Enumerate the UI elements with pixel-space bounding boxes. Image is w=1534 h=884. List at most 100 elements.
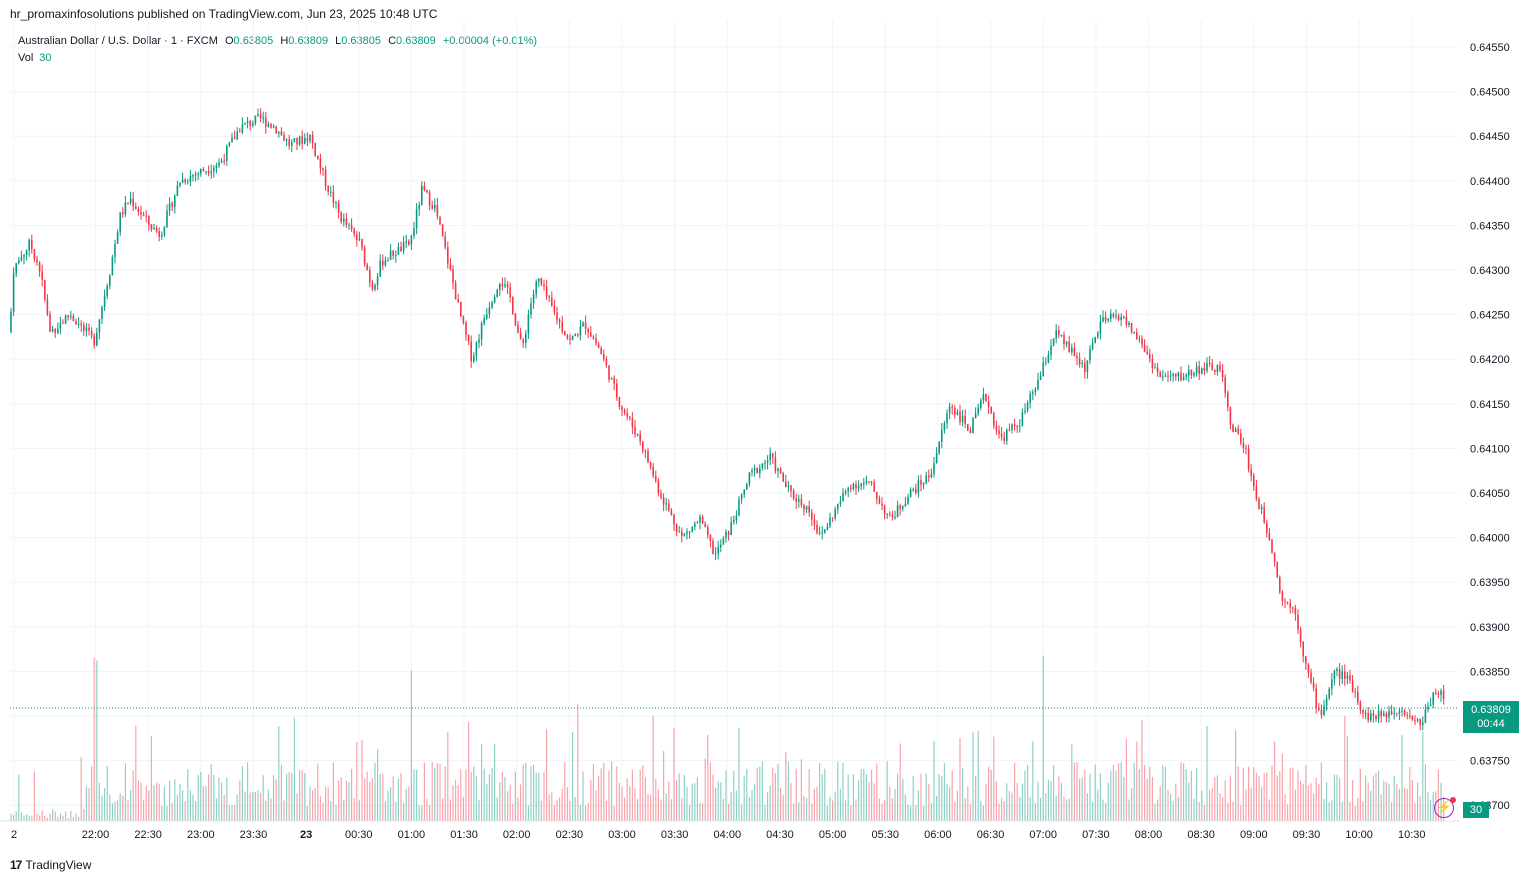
volume-bar	[686, 787, 688, 821]
volume-bar	[634, 788, 636, 821]
volume-bar	[876, 763, 878, 821]
candle-body	[161, 234, 163, 237]
candle-body	[886, 513, 888, 515]
time-tick-label: 02:00	[503, 829, 531, 841]
candle-body	[795, 498, 797, 502]
volume-bar	[1318, 784, 1320, 821]
volume-bar	[1050, 781, 1052, 821]
candle-body	[938, 441, 940, 453]
candle-body	[1409, 715, 1411, 717]
volume-bar	[195, 801, 197, 821]
candle-body	[579, 326, 582, 336]
volume-bar	[1102, 799, 1104, 821]
volume-bar	[522, 764, 524, 821]
candle-body	[12, 273, 15, 312]
volume-bar	[236, 794, 238, 821]
volume-bar	[936, 796, 938, 821]
lightning-icon[interactable]: ⚡	[1434, 797, 1456, 818]
candle-body	[642, 441, 644, 451]
volume-bar	[1138, 769, 1140, 821]
volume-bar	[57, 817, 59, 821]
volume-bar	[920, 773, 922, 821]
candle-body	[707, 527, 709, 536]
candle-body	[551, 297, 553, 306]
volume-bar	[18, 774, 20, 821]
volume-bar	[486, 784, 488, 821]
volume-bar	[756, 768, 758, 821]
volume-bar	[1398, 788, 1400, 821]
volume-bar	[20, 812, 22, 821]
volume-bar	[626, 778, 628, 821]
candle-body	[504, 284, 506, 287]
candle-body	[998, 430, 1000, 435]
candle-body	[454, 282, 457, 300]
candle-body	[88, 327, 90, 331]
candle-body	[1234, 428, 1237, 432]
candle-body	[493, 296, 496, 303]
volume-bar	[1409, 767, 1411, 821]
candle-body	[675, 524, 678, 532]
volume-bar	[1359, 768, 1361, 821]
candle-body	[233, 137, 236, 140]
volume-bar	[483, 768, 485, 821]
volume-bar	[33, 771, 35, 821]
volume-bar	[382, 773, 384, 821]
volume-bar	[1063, 797, 1065, 821]
candle-body	[571, 335, 574, 340]
candle-body	[922, 483, 925, 485]
candle-body	[1193, 373, 1195, 376]
candle-body	[166, 210, 168, 227]
candle-body	[1120, 316, 1122, 321]
volume-bar	[738, 727, 740, 821]
candle-body	[278, 131, 280, 134]
volume-bar	[423, 762, 425, 821]
footer-brand[interactable]: 17 TradingView	[10, 858, 91, 872]
volume-bar	[345, 780, 347, 821]
candle-body	[834, 509, 836, 519]
candle-body	[1401, 710, 1403, 712]
candle-body	[426, 190, 428, 193]
volume-bar	[540, 800, 542, 821]
volume-bar	[494, 743, 496, 821]
candle-body	[1253, 475, 1255, 487]
volume-bar	[353, 798, 355, 821]
volume-bar	[735, 790, 737, 821]
volume-bar	[98, 782, 100, 821]
candle-body	[1281, 591, 1284, 602]
candle-body	[1138, 338, 1141, 340]
candle-body	[527, 314, 530, 334]
volume-bar	[751, 789, 753, 821]
volume-bar	[1060, 783, 1062, 821]
candle-body	[1172, 373, 1174, 376]
candle-body	[301, 136, 303, 144]
candle-body	[1333, 670, 1336, 680]
candle-body	[852, 484, 855, 490]
candle-body	[543, 284, 545, 287]
candle-body	[1390, 711, 1393, 715]
volume-bar	[525, 762, 527, 821]
symbol-name[interactable]: Australian Dollar / U.S. Dollar · 1 · FX…	[18, 35, 218, 47]
volume-bar	[1167, 789, 1169, 821]
volume-bar	[1146, 779, 1148, 821]
candle-body	[187, 181, 189, 183]
volume-bar	[1250, 787, 1252, 821]
candle-body	[1258, 499, 1260, 510]
volume-bar	[772, 767, 774, 821]
volume-bar	[1271, 765, 1273, 821]
volume-bar	[387, 791, 389, 821]
candle-body	[439, 216, 441, 225]
candle-body	[720, 544, 722, 548]
volume-bar	[377, 749, 379, 821]
volume-bar	[811, 803, 813, 821]
volume-bar	[967, 786, 969, 821]
volume-bar	[210, 764, 212, 821]
candle-body	[623, 409, 626, 413]
volume-bar	[704, 758, 706, 821]
volume-bar	[764, 804, 766, 821]
volume-bar	[413, 769, 415, 821]
candle-body	[738, 499, 740, 516]
candle-body	[408, 240, 410, 245]
candle-body	[348, 224, 350, 226]
volume-bar	[1164, 766, 1166, 821]
